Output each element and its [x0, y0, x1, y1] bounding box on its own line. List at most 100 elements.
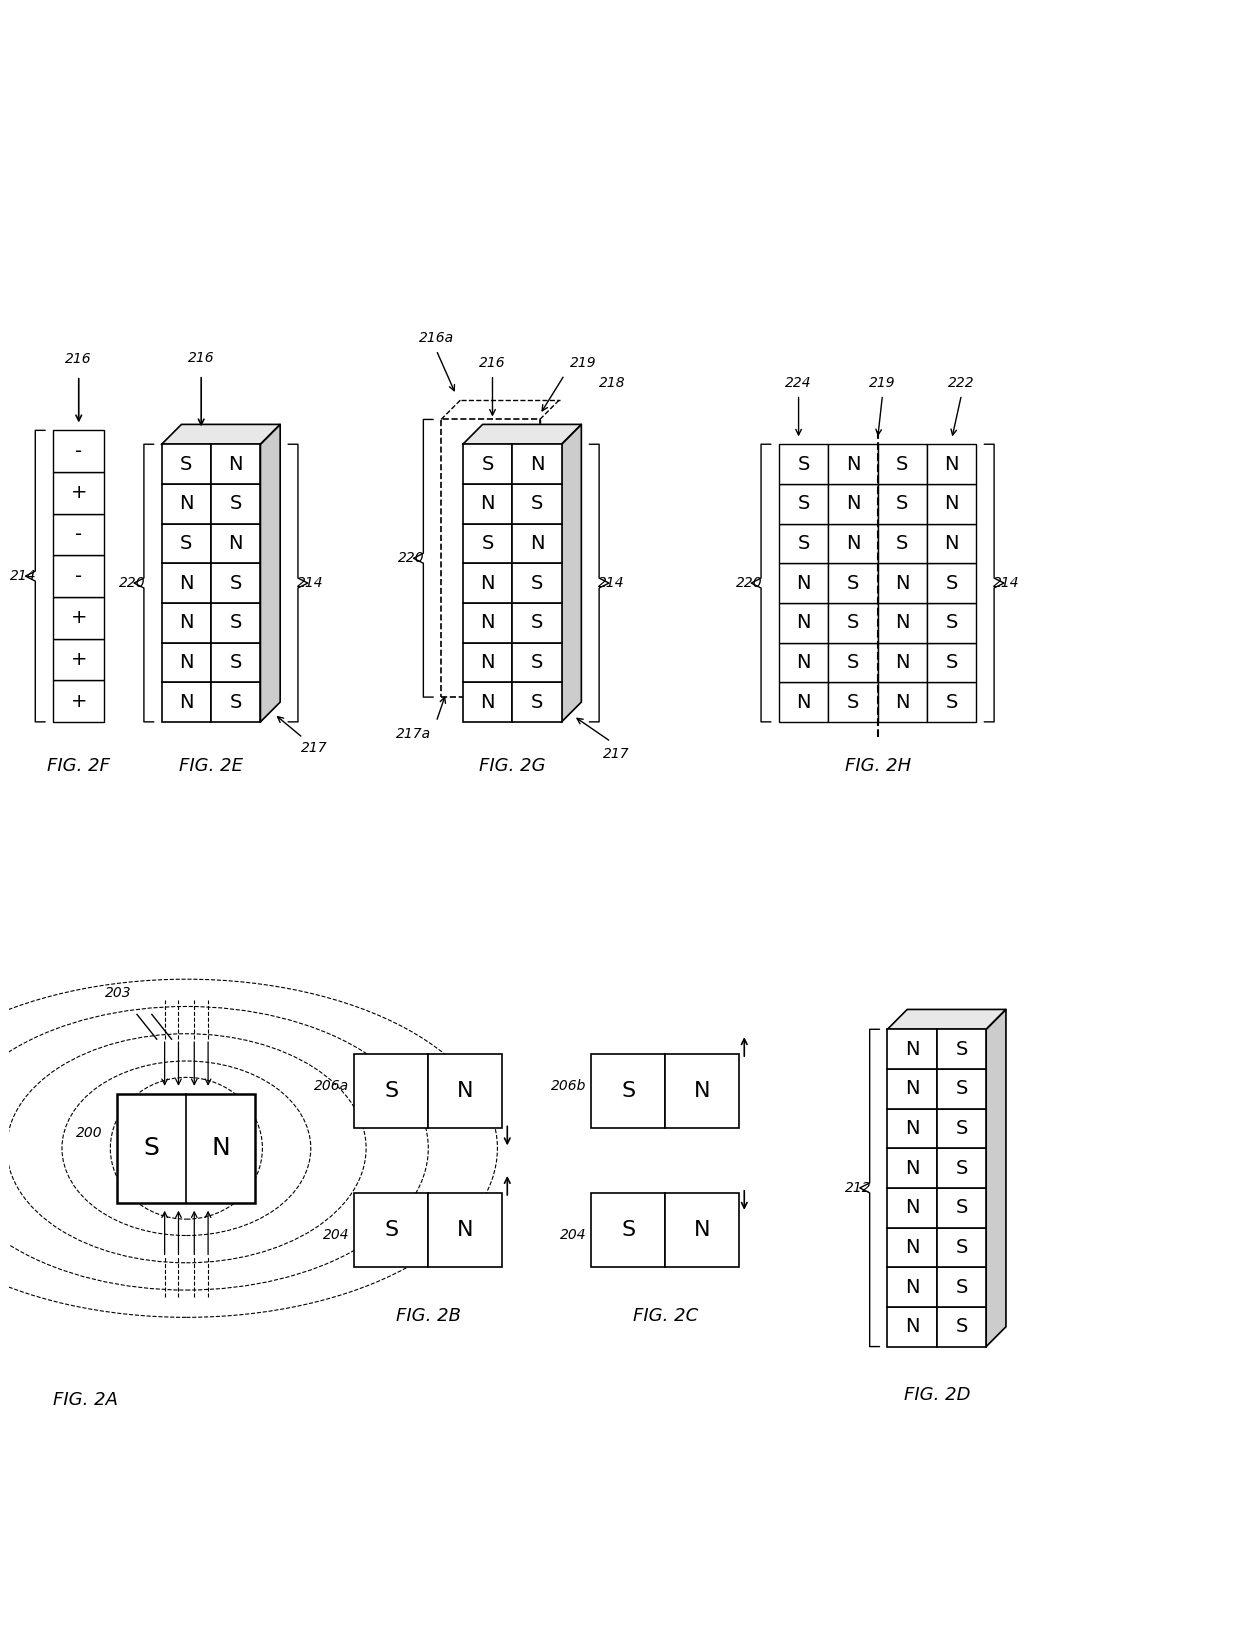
Text: 222: 222	[949, 376, 975, 390]
Text: N: N	[694, 1081, 711, 1101]
Text: 204: 204	[322, 1228, 350, 1242]
Bar	[779, 642, 828, 682]
Text: N: N	[895, 613, 909, 632]
Text: S: S	[955, 1119, 967, 1138]
Text: -: -	[76, 525, 82, 543]
Polygon shape	[986, 1009, 1006, 1347]
Polygon shape	[562, 424, 582, 721]
Bar	[355, 1053, 428, 1128]
Text: N: N	[945, 494, 959, 513]
Text: N: N	[945, 533, 959, 553]
Text: S: S	[481, 533, 494, 553]
Bar	[211, 444, 260, 484]
Text: S: S	[621, 1220, 635, 1240]
Text: FIG. 2H: FIG. 2H	[844, 756, 910, 774]
Text: S: S	[180, 533, 192, 553]
Bar	[888, 1147, 937, 1189]
Text: S: S	[229, 652, 242, 672]
Bar	[878, 444, 928, 484]
Text: N: N	[228, 533, 243, 553]
Bar	[828, 484, 878, 523]
Polygon shape	[888, 1009, 1006, 1029]
Bar	[161, 484, 211, 523]
Bar	[211, 682, 260, 721]
Text: N: N	[895, 573, 909, 593]
Bar	[779, 444, 828, 484]
Bar	[828, 523, 878, 563]
Bar	[463, 444, 512, 484]
Bar	[211, 642, 260, 682]
Text: 214: 214	[10, 570, 37, 583]
Text: S: S	[531, 613, 543, 632]
Bar	[512, 484, 562, 523]
Text: 224: 224	[785, 376, 812, 390]
Bar	[888, 1228, 937, 1268]
Bar	[463, 642, 512, 682]
Text: 214: 214	[296, 576, 324, 589]
Bar	[53, 555, 104, 598]
Bar	[928, 563, 976, 603]
Text: 214: 214	[598, 576, 624, 589]
Bar	[878, 484, 928, 523]
Bar	[512, 682, 562, 721]
Polygon shape	[463, 424, 582, 444]
Bar	[878, 523, 928, 563]
Bar	[937, 1228, 986, 1268]
Text: 202: 202	[218, 1146, 244, 1161]
Text: S: S	[144, 1136, 160, 1161]
Text: N: N	[179, 613, 193, 632]
Text: S: S	[384, 1081, 398, 1101]
Bar	[888, 1268, 937, 1308]
Text: 220: 220	[398, 551, 425, 565]
Bar	[591, 1194, 666, 1268]
Text: S: S	[955, 1080, 967, 1098]
Text: 212: 212	[844, 1180, 872, 1195]
Text: N: N	[846, 494, 861, 513]
Text: 217a: 217a	[396, 726, 432, 741]
Text: -: -	[76, 442, 82, 461]
Text: S: S	[180, 454, 192, 474]
Text: +: +	[71, 484, 87, 502]
Text: FIG. 2D: FIG. 2D	[904, 1387, 970, 1405]
Text: N: N	[796, 573, 811, 593]
Text: 218: 218	[599, 376, 626, 390]
Bar	[779, 484, 828, 523]
Bar	[512, 523, 562, 563]
Bar	[928, 642, 976, 682]
Bar	[878, 563, 928, 603]
Text: S: S	[229, 573, 242, 593]
Text: FIG. 2A: FIG. 2A	[53, 1392, 118, 1410]
Bar	[211, 603, 260, 642]
Text: S: S	[384, 1220, 398, 1240]
Text: +: +	[71, 608, 87, 627]
Text: N: N	[945, 454, 959, 474]
Bar	[828, 682, 878, 721]
Bar	[53, 680, 104, 721]
Bar	[53, 472, 104, 513]
Text: 201: 201	[196, 1119, 223, 1134]
Bar	[937, 1029, 986, 1068]
Bar	[779, 523, 828, 563]
Bar	[828, 603, 878, 642]
Text: S: S	[955, 1040, 967, 1058]
Bar	[211, 523, 260, 563]
Text: N: N	[179, 573, 193, 593]
Text: S: S	[531, 692, 543, 712]
Bar	[878, 682, 928, 721]
Text: N: N	[846, 454, 861, 474]
Bar	[161, 563, 211, 603]
Bar	[888, 1308, 937, 1347]
Text: N: N	[529, 533, 544, 553]
Bar	[928, 682, 976, 721]
Text: N: N	[846, 533, 861, 553]
Text: 203: 203	[105, 986, 133, 999]
Text: 216a: 216a	[419, 332, 454, 345]
Bar	[937, 1147, 986, 1189]
Text: S: S	[897, 454, 909, 474]
Bar	[161, 642, 211, 682]
Text: S: S	[621, 1081, 635, 1101]
Text: 200: 200	[76, 1126, 103, 1141]
Text: FIG. 2B: FIG. 2B	[396, 1308, 461, 1324]
Bar	[666, 1053, 739, 1128]
Text: N: N	[905, 1317, 919, 1336]
